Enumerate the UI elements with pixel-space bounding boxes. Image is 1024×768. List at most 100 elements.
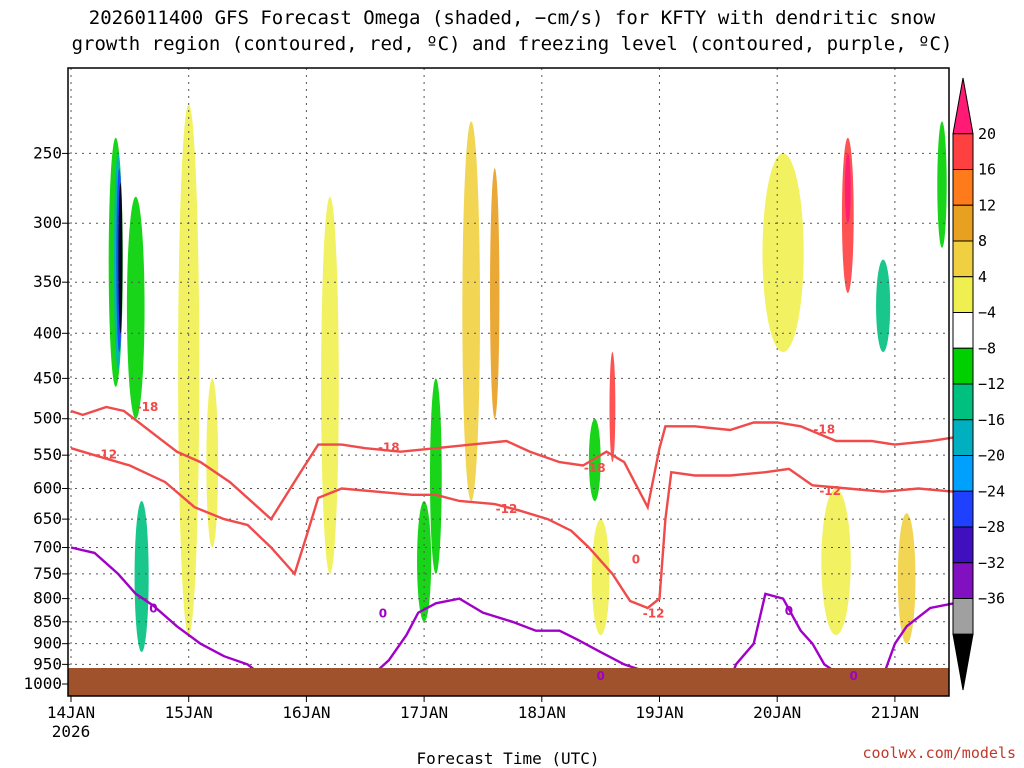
- colorbar-segment: [952, 240, 974, 278]
- red-contour-label: 0: [632, 553, 640, 567]
- colorbar-label: −32: [978, 554, 1005, 572]
- colorbar-label: −16: [978, 411, 1005, 429]
- y-tick-label: 900: [33, 634, 62, 653]
- colorbar-label: 20: [978, 125, 996, 143]
- red-contour-label: -18: [378, 441, 400, 455]
- colorbar-segment: [952, 598, 974, 635]
- red-contour--18: [70, 405, 954, 521]
- red-contour-label: -12: [819, 484, 841, 498]
- colorbar-top-arrow: [952, 77, 974, 135]
- omega-blob: [417, 501, 432, 622]
- omega-blob: [126, 196, 145, 419]
- colorbar-segment: [952, 133, 974, 170]
- y-tick-label: 750: [33, 564, 62, 583]
- omega-blob: [429, 378, 442, 574]
- omega-blob: [821, 488, 851, 636]
- colorbar-segment: [952, 276, 974, 313]
- y-tick-label: 1000: [23, 674, 62, 693]
- omega-blob: [462, 121, 481, 502]
- y-tick-label: 550: [33, 445, 62, 464]
- omega-blob: [876, 259, 891, 352]
- red-contour--12: [70, 447, 954, 610]
- colorbar-label: −12: [978, 375, 1005, 393]
- colorbar: 20 16 12 8 4 −4 −8 −12 −16 −20 −24 −28 −32 −36: [952, 77, 1005, 691]
- omega-blob: [591, 519, 610, 636]
- freezing-level-contours: [70, 546, 955, 682]
- x-tick-label: 19JAN: [635, 703, 683, 722]
- y-axis-ticks: 250 300 350 400 450 500 550 600 650 700 750 800 850 9…: [23, 143, 68, 693]
- omega-blob: [937, 121, 947, 248]
- omega-blob: [609, 351, 616, 463]
- colorbar-segment: [952, 383, 974, 421]
- x-tick-label: 18JAN: [518, 703, 566, 722]
- red-contour-label: -12: [496, 502, 518, 516]
- x-axis-label: Forecast Time (UTC): [416, 749, 599, 768]
- purple-contour-label: 0: [596, 669, 604, 683]
- red-contour-label: -18: [813, 423, 835, 437]
- red-contour-label: -12: [643, 606, 665, 620]
- x-tick-label: 14JAN: [47, 703, 95, 722]
- y-tick-label: 700: [33, 537, 62, 556]
- red-contour-label: -18: [137, 400, 159, 414]
- x-year-label: 2026: [52, 722, 91, 741]
- red-contour-label: -12: [95, 448, 117, 462]
- x-axis-ticks: 14JAN 15JAN 16JAN 17JAN 18JAN 19JAN 20JAN 21JAN: [47, 696, 919, 722]
- purple-contour-0: [341, 597, 666, 682]
- omega-blob: [321, 196, 339, 574]
- omega-blob: [490, 168, 500, 419]
- x-tick-label: 20JAN: [753, 703, 801, 722]
- colorbar-segment: [952, 490, 974, 528]
- chart-title-line2: growth region (contoured, red, ºC) and f…: [72, 33, 953, 55]
- plot-background: [68, 68, 949, 696]
- colorbar-label: −36: [978, 590, 1005, 608]
- x-tick-label: 15JAN: [165, 703, 213, 722]
- purple-contour-0: [881, 602, 955, 677]
- omega-blob: [118, 182, 123, 334]
- omega-blob: [762, 153, 804, 352]
- colorbar-label: −8: [978, 339, 996, 357]
- plot-frame: [67, 67, 950, 697]
- colorbar-segment: [952, 419, 974, 456]
- colorbar-segment: [952, 455, 974, 492]
- y-tick-label: 950: [33, 654, 62, 673]
- omega-blob: [897, 513, 916, 644]
- red-contour-label: -18: [584, 461, 606, 475]
- colorbar-label: −20: [978, 447, 1005, 465]
- y-tick-label: 850: [33, 612, 62, 631]
- ground-layer: [68, 668, 949, 696]
- purple-contour-label: 0: [785, 604, 793, 618]
- credit-text: coolwx.com/models: [862, 744, 1016, 762]
- omega-blob: [134, 501, 149, 653]
- colorbar-label: −28: [978, 518, 1005, 536]
- purple-contour-label: 0: [149, 602, 157, 616]
- colorbar-label: 4: [978, 268, 987, 286]
- y-tick-label: 450: [33, 368, 62, 387]
- y-tick-label: 400: [33, 323, 62, 342]
- colorbar-segment: [952, 204, 974, 242]
- purple-contour-label: 0: [379, 606, 387, 620]
- colorbar-segment: [952, 347, 974, 385]
- colorbar-segment: [952, 312, 974, 349]
- y-tick-label: 350: [33, 272, 62, 291]
- x-tick-label: 17JAN: [400, 703, 448, 722]
- purple-contour-0: [70, 546, 266, 680]
- x-tick-label: 16JAN: [282, 703, 330, 722]
- omega-blob: [206, 378, 219, 548]
- colorbar-label: 12: [978, 196, 996, 214]
- colorbar-segment: [952, 562, 974, 599]
- y-tick-label: 300: [33, 213, 62, 232]
- colorbar-bottom-arrow: [952, 633, 974, 691]
- colorbar-label: −4: [978, 304, 996, 322]
- y-tick-label: 250: [33, 143, 62, 162]
- colorbar-label: 16: [978, 161, 996, 179]
- contour-labels: -18 -12 -18 -12 -18 0 -12 -18 -12 0 0 0 0 0: [95, 400, 857, 683]
- colorbar-label: 8: [978, 232, 987, 250]
- y-tick-label: 800: [33, 589, 62, 608]
- x-tick-label: 21JAN: [871, 703, 919, 722]
- purple-contour-label: 0: [850, 669, 858, 683]
- colorbar-segment: [952, 526, 974, 564]
- y-tick-label: 600: [33, 478, 62, 497]
- omega-blob: [844, 153, 851, 224]
- purple-contour-0: [728, 592, 849, 682]
